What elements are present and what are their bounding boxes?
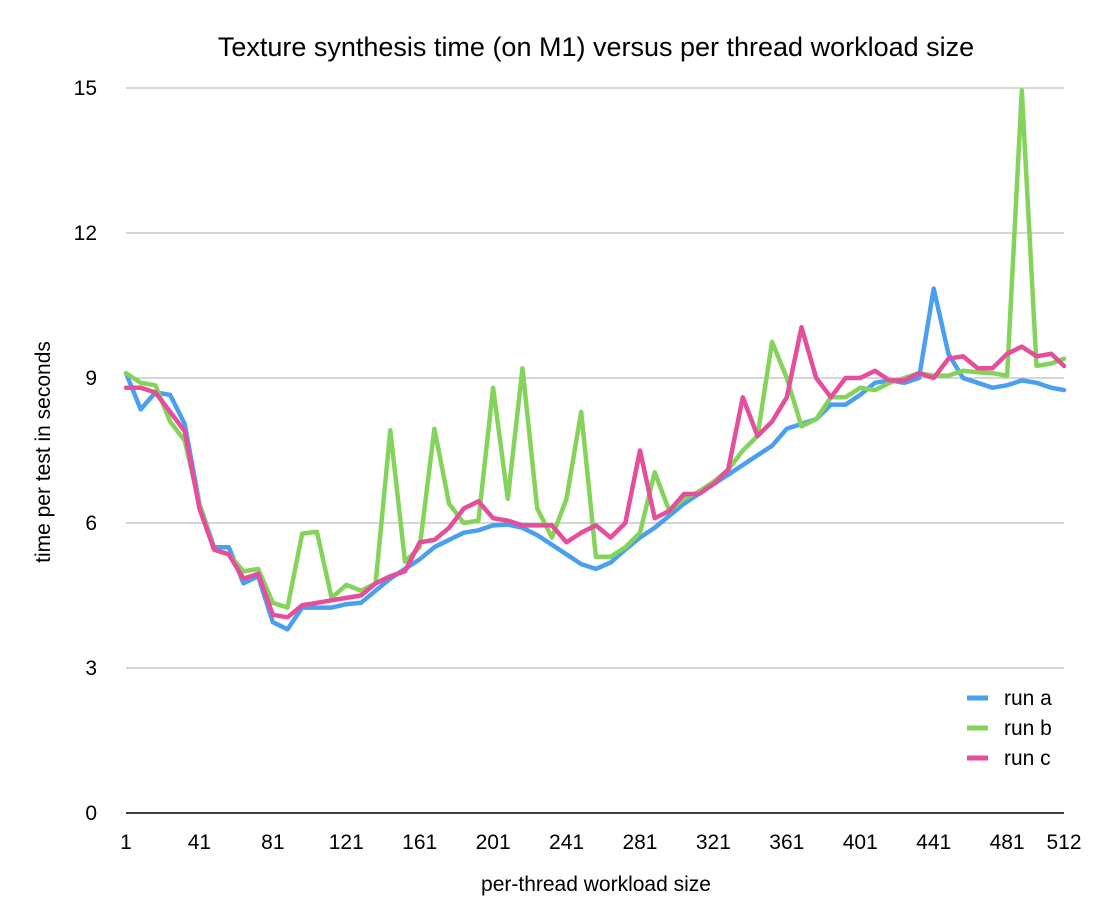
x-tick-label: 241 [549,831,584,854]
y-tick-label: 15 [74,77,97,100]
x-tick-label: 321 [696,831,731,854]
y-axis-ticks: 0 3 6 9 12 15 [74,77,97,825]
x-tick-label: 441 [916,831,951,854]
y-tick-label: 12 [74,222,97,245]
x-tick-label: 481 [990,831,1025,854]
y-tick-label: 3 [85,657,97,680]
x-tick-label: 81 [261,831,284,854]
gridlines [126,87,1064,669]
legend-label: run b [1004,717,1052,740]
legend: run a run b run c [967,687,1052,770]
chart-title: Texture synthesis time (on M1) versus pe… [218,32,974,62]
y-tick-label: 6 [85,512,97,535]
series-lines [123,88,1067,632]
x-tick-label: 361 [769,831,804,854]
x-axis-ticks: 1 41 81 121 161 201 241 281 321 361 401 441 481 512 [120,831,1081,854]
y-axis-label: time per test in seconds [32,341,55,563]
legend-label: run a [1004,687,1052,710]
y-tick-label: 9 [85,367,97,390]
y-tick-label: 0 [85,802,97,825]
x-tick-label: 201 [476,831,511,854]
x-axis-label: per-thread workload size [481,873,711,896]
x-tick-label: 1 [120,831,132,854]
x-tick-label: 161 [402,831,437,854]
legend-label: run c [1004,747,1051,770]
series-line-run-a [123,286,1067,632]
x-tick-label: 41 [188,831,211,854]
x-tick-label: 401 [843,831,878,854]
x-tick-label: 281 [622,831,657,854]
series-line-run-c [123,324,1067,620]
x-tick-label: 512 [1046,831,1081,854]
x-tick-label: 121 [329,831,364,854]
